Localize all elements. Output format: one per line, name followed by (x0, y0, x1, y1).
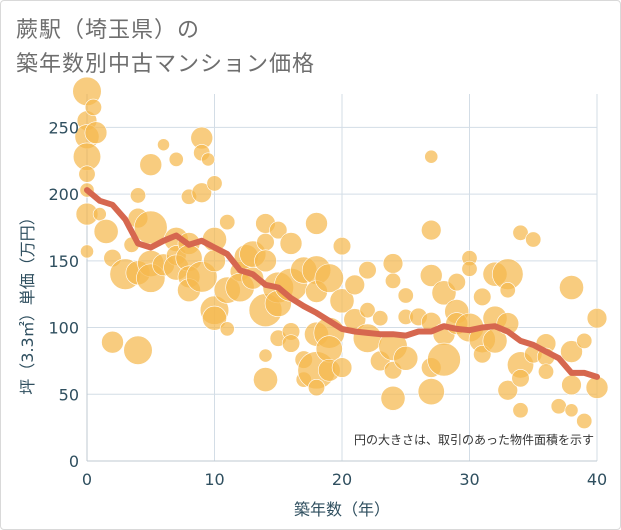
data-bubble (269, 221, 288, 240)
data-bubble (219, 214, 236, 231)
data-bubble (253, 367, 278, 392)
data-bubble (331, 357, 353, 378)
data-bubble (424, 149, 439, 164)
x-tick-label: 0 (82, 470, 92, 489)
data-bubble (576, 332, 593, 349)
data-bubble (84, 98, 102, 116)
y-axis-label: 坪（3.3㎡）単価（万円） (18, 209, 37, 394)
x-tick-label: 20 (332, 470, 352, 489)
data-bubble (258, 348, 273, 363)
data-bubble (358, 261, 377, 280)
data-bubble (585, 376, 609, 399)
data-bubble (427, 342, 461, 377)
data-bubble (219, 321, 235, 337)
y-tick-label: 200 (48, 185, 79, 204)
y-tick-label: 100 (48, 319, 79, 338)
chart-title-line-1: 蕨駅（埼玉県）の (16, 18, 201, 43)
data-bubble (564, 403, 579, 418)
data-bubble (157, 138, 170, 152)
data-bubble (332, 237, 352, 256)
data-bubble (307, 379, 326, 397)
data-bubble (101, 330, 124, 354)
data-bubble (576, 412, 593, 429)
data-bubble (497, 380, 518, 401)
x-axis-label: 築年数（年） (294, 500, 390, 519)
data-bubble (586, 308, 608, 329)
y-tick-label: 0 (69, 452, 79, 471)
data-bubble (279, 232, 303, 255)
data-bubble (537, 363, 554, 380)
data-bubble (84, 121, 108, 145)
data-bubble (512, 402, 529, 419)
x-tick-label: 40 (587, 470, 607, 489)
data-bubble (499, 282, 516, 299)
data-bubble (314, 263, 344, 293)
data-bubble (305, 212, 328, 235)
data-bubble (123, 335, 153, 365)
data-bubble (92, 207, 107, 222)
data-bubble (329, 288, 355, 314)
data-bubble (419, 264, 443, 287)
y-tick-label: 150 (48, 252, 79, 271)
data-bubble (561, 374, 582, 396)
x-tick-label: 10 (204, 470, 224, 489)
y-tick-label: 250 (48, 118, 79, 137)
data-bubble (380, 385, 406, 411)
data-bubble (281, 334, 301, 353)
data-bubble (191, 182, 212, 203)
data-bubble (206, 175, 223, 192)
trend-line (84, 187, 600, 380)
data-bubble (461, 260, 478, 277)
bubble-size-note: 円の大きさは、取引のあった物件面積を示す (354, 432, 594, 447)
data-bubble (473, 287, 492, 306)
y-tick-label: 50 (59, 385, 79, 404)
data-bubble (550, 398, 567, 415)
data-bubble (359, 302, 376, 319)
data-bubble (372, 310, 389, 327)
data-bubble (201, 152, 216, 167)
data-bubble (447, 273, 466, 292)
data-bubble (559, 275, 584, 300)
data-bubble (417, 378, 445, 406)
data-bubble (382, 253, 404, 274)
data-bubble (512, 224, 529, 241)
data-bubble (130, 187, 147, 204)
data-bubble (421, 219, 442, 241)
data-bubble (80, 244, 94, 259)
data-bubble (254, 249, 277, 273)
data-bubble (139, 153, 163, 177)
axis-ticks: 0 50 100 150 200 250 0 10 20 30 40 (48, 118, 607, 489)
data-bubble (168, 151, 184, 167)
x-tick-label: 30 (459, 470, 479, 489)
chart-title-line-2: 築年数別中古マンション価格 (16, 52, 316, 77)
data-bubble (93, 219, 119, 244)
data-bubble (78, 165, 96, 183)
data-bubble (202, 305, 227, 331)
chart-title: 蕨駅（埼玉県）の 築年数別中古マンション価格 (16, 14, 315, 82)
data-bubble (525, 231, 542, 248)
data-bubble (397, 287, 414, 304)
data-bubble (511, 369, 530, 388)
data-bubble (384, 272, 401, 289)
data-bubble (344, 274, 365, 296)
data-bubble (133, 210, 168, 245)
data-bubble (393, 345, 419, 371)
data-bubble (352, 323, 383, 353)
data-bubble (560, 340, 583, 363)
